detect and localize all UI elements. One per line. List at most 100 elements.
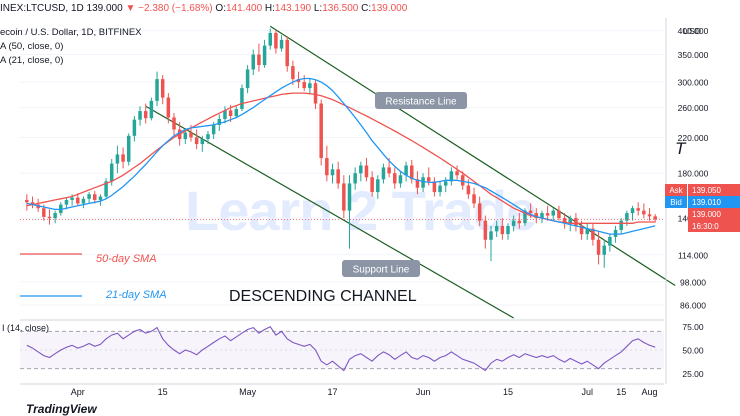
- channel-title: DESCENDING CHANNEL: [229, 288, 417, 305]
- candle-body: [291, 66, 295, 80]
- high-label: H:: [264, 3, 275, 14]
- price-tick-4: 180.000: [678, 169, 709, 179]
- price-tick-1: 98.000: [680, 277, 706, 287]
- candle-body: [262, 45, 267, 66]
- candle-body: [70, 197, 74, 200]
- price-tag-value-box: [688, 196, 740, 208]
- candle-body: [313, 83, 318, 104]
- candle-54: [330, 163, 335, 184]
- candle-body: [483, 220, 488, 240]
- candle-body: [234, 108, 239, 117]
- candle-9: [76, 193, 80, 206]
- price-tick-8: 350.000: [678, 50, 709, 60]
- candle-70: [421, 173, 425, 193]
- candle-body: [562, 218, 567, 224]
- candle-body: [183, 132, 188, 140]
- candle-68: [410, 159, 414, 184]
- price-axis: 86.00098.000114.000140.000180.000220.000…: [20, 18, 740, 384]
- time-tick-7: 15: [616, 387, 626, 397]
- symbol-name[interactable]: INEX:LTCUSD, 1D: [0, 3, 84, 14]
- candle-body: [25, 199, 29, 203]
- candle-body: [432, 181, 437, 193]
- candle-body: [206, 134, 210, 140]
- candle-body: [602, 245, 606, 255]
- candle-body: [608, 236, 612, 246]
- candle-body: [143, 111, 148, 119]
- candle-body: [200, 139, 205, 145]
- candle-0: [25, 194, 29, 211]
- candle-body: [415, 179, 420, 188]
- candle-85: [506, 223, 510, 240]
- price-tag-0: Ask 139.050: [665, 184, 740, 196]
- candle-body: [557, 210, 561, 219]
- rsi-line: [26, 325, 656, 372]
- candle-49: [302, 75, 306, 92]
- chart-title[interactable]: ecoin / U.S. Dollar, 1D, BITFINEX: [0, 27, 142, 38]
- candle-body: [149, 100, 154, 119]
- candle-62: [376, 175, 380, 199]
- candle-77: [460, 171, 465, 190]
- candle-26: [172, 113, 176, 136]
- candle-body: [228, 110, 233, 117]
- candle-body: [87, 194, 91, 199]
- low-label: L:: [313, 3, 323, 14]
- price-tag-value: 139.000: [692, 210, 721, 219]
- tradingview-logo[interactable]: TradingView: [26, 402, 97, 416]
- candle-body: [630, 208, 635, 214]
- candle-body: [596, 239, 601, 255]
- candle-body: [308, 83, 312, 89]
- candle-body: [347, 183, 352, 211]
- candle-10: [81, 196, 86, 209]
- price-tag-value: 16:30:0: [692, 222, 719, 231]
- candle-45: [279, 35, 284, 52]
- price-tick-5: 220.000: [678, 133, 709, 143]
- sma-21-line: [26, 77, 656, 235]
- candle-body: [359, 165, 363, 174]
- candle-body: [506, 225, 510, 235]
- candle-body: [330, 169, 335, 176]
- candle-body: [466, 185, 471, 195]
- candle-57: [347, 175, 352, 249]
- candle-35: [223, 106, 227, 124]
- candle-body: [387, 167, 391, 174]
- candle-body: [121, 154, 125, 162]
- candle-7: [64, 197, 69, 210]
- candle-74: [443, 177, 448, 193]
- candle-body: [410, 165, 414, 180]
- resistance-label-box: [375, 92, 467, 109]
- candle-body: [540, 213, 544, 219]
- rsi-tick-1: 50.00: [682, 346, 704, 356]
- candle-body: [364, 165, 369, 178]
- price-change: −2.380 (−1.68%): [138, 3, 213, 14]
- candle-body: [325, 158, 329, 176]
- candle-body: [528, 210, 533, 214]
- ma21-legend[interactable]: A (21, close, 0): [0, 55, 64, 66]
- candle-body: [489, 231, 493, 240]
- candle-body: [523, 210, 527, 224]
- candle-body: [568, 218, 573, 224]
- candle-24: [160, 75, 165, 105]
- candle-16: [115, 145, 120, 174]
- ma50-legend[interactable]: A (50, close, 0): [0, 41, 64, 52]
- candle-body: [342, 183, 346, 211]
- candle-110: [647, 208, 652, 221]
- candle-body: [585, 228, 589, 235]
- candle-50: [308, 78, 312, 95]
- candle-body: [189, 132, 193, 138]
- candle-66: [398, 171, 403, 188]
- candle-65: [393, 167, 397, 189]
- candle-body: [257, 54, 261, 66]
- candle-99: [585, 223, 589, 240]
- candle-21: [143, 103, 148, 124]
- support-label: Support Line: [342, 260, 420, 277]
- price-tag-value-box: [688, 208, 740, 220]
- candle-body: [47, 216, 52, 219]
- candle-body: [64, 199, 69, 205]
- time-tick-5: 15: [503, 387, 513, 397]
- price-tick-0: 86.000: [680, 301, 706, 311]
- candle-body: [93, 194, 97, 200]
- candle-20: [138, 106, 142, 126]
- candle-body: [477, 203, 482, 221]
